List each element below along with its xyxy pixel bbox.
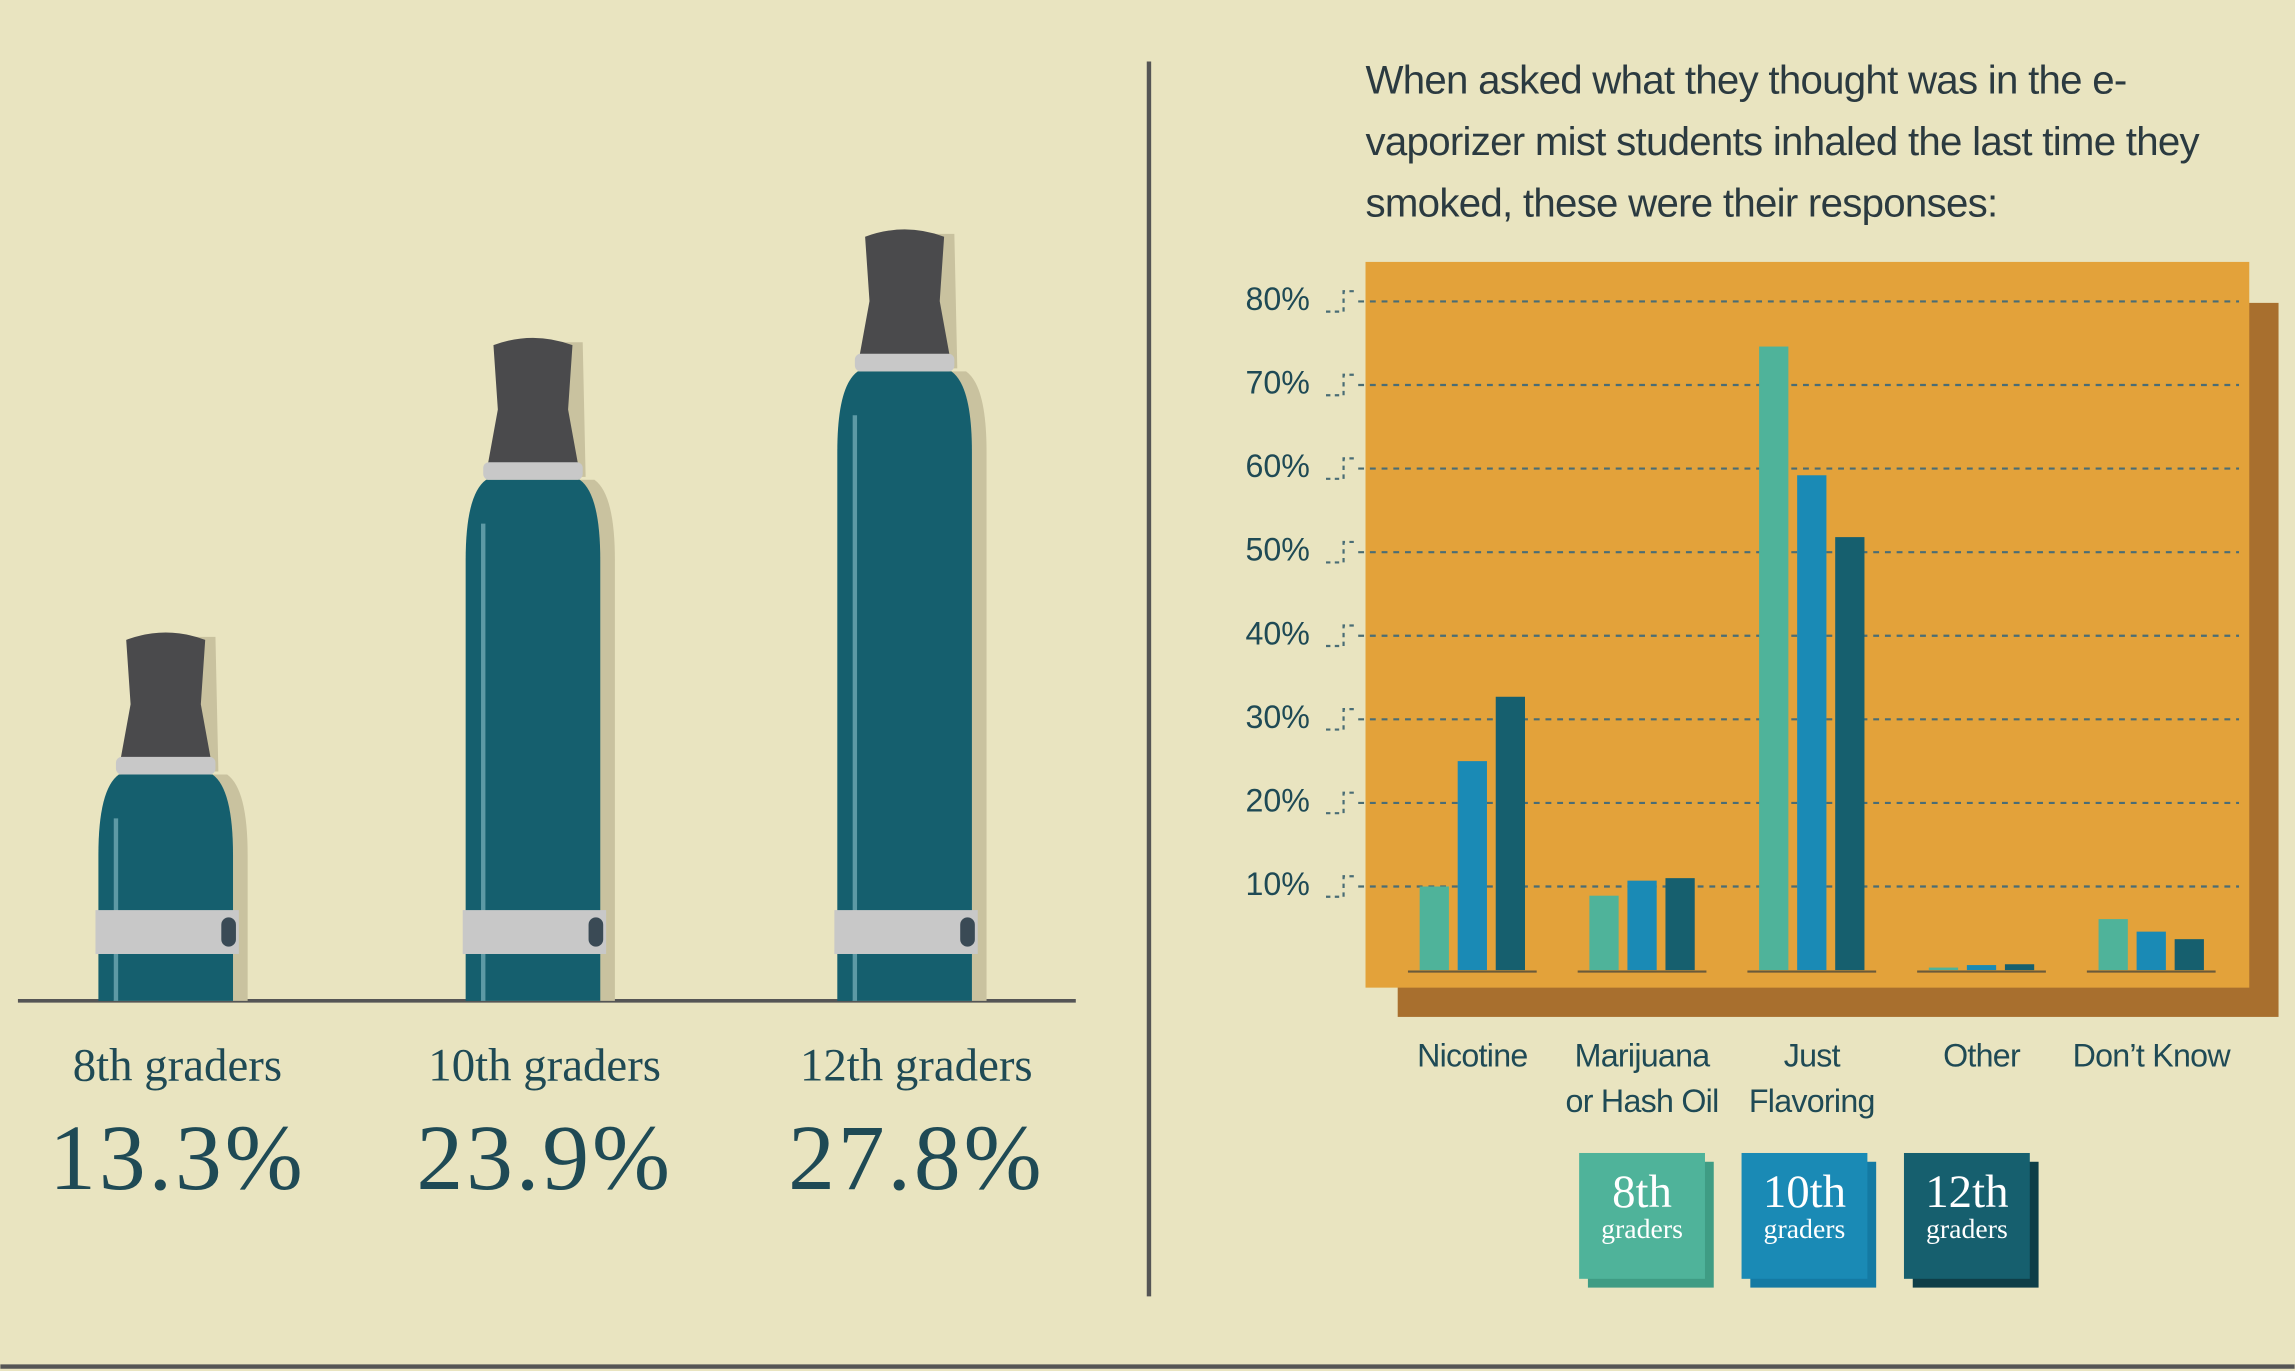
bar (1928, 967, 1959, 971)
y-tick-label: 80% (1246, 281, 1310, 317)
legend-label: 8th graders (1601, 1164, 1683, 1246)
bottle-body (465, 479, 601, 1001)
value-label: 23.9% (416, 1107, 672, 1210)
legend-label: 10th graders (1762, 1164, 1847, 1246)
category-box: Other (1943, 1037, 2021, 1074)
collar (115, 756, 216, 775)
x-tick-label: Just Flavoring (1748, 1037, 1876, 1120)
y-tick-label: 10% (1246, 866, 1310, 902)
tick-stub (1326, 457, 1356, 480)
x-tick-label: Other (1943, 1037, 2021, 1074)
category-box: Nicotine (1417, 1037, 1528, 1074)
y-tick-label: 60% (1246, 448, 1310, 484)
chart-title: When asked what they thought was in the … (1365, 57, 2200, 226)
bar (1457, 761, 1487, 971)
bar (1419, 886, 1449, 971)
button (588, 917, 604, 947)
bar (2004, 964, 2035, 971)
bar (1797, 475, 1827, 971)
tick-stub (1326, 624, 1356, 648)
bar (2136, 931, 2166, 971)
legend-swatch (1903, 1152, 2030, 1279)
legend-swatch (1579, 1152, 1705, 1279)
bottle (462, 337, 615, 1001)
category-box: Marijuana or Hash Oil (1565, 1037, 1720, 1120)
tick-stub (1326, 875, 1356, 898)
legend-box: 12th graders (1925, 1164, 2009, 1246)
bar (2098, 919, 2128, 971)
tick-stub (1326, 373, 1356, 397)
mouthpiece (857, 229, 952, 366)
bottle (834, 229, 987, 1001)
y-tick-label: 20% (1246, 782, 1310, 818)
mouthpiece (486, 337, 580, 474)
value-label: 13.3% (49, 1107, 305, 1210)
y-tick-label: 40% (1246, 615, 1310, 651)
band (834, 910, 978, 954)
button (221, 917, 236, 947)
legend-box: 10th graders (1762, 1164, 1847, 1246)
tick-stub (1326, 707, 1356, 731)
bar (1627, 880, 1657, 971)
mouthpiece (118, 632, 213, 769)
category-label: 10th graders (428, 1039, 661, 1091)
bar (1495, 696, 1526, 971)
tick-stub (1326, 540, 1356, 564)
bar (1835, 537, 1865, 971)
y-tick-label: 50% (1246, 532, 1310, 568)
bar (1966, 965, 1997, 971)
category-label: 12th graders (800, 1039, 1033, 1091)
bottle-body (98, 774, 234, 1001)
legend-swatch (1741, 1152, 1868, 1279)
bottle-body (837, 371, 972, 1001)
category-box: Don’t Know (2072, 1037, 2231, 1074)
bar (1665, 878, 1695, 971)
x-tick-label: Marijuana or Hash Oil (1565, 1037, 1720, 1120)
legend-box: 8th graders (1601, 1164, 1683, 1246)
button (960, 917, 975, 947)
collar (854, 353, 955, 372)
bar (2174, 939, 2204, 971)
y-tick-label: 70% (1246, 364, 1310, 400)
band (95, 910, 239, 954)
tick-stub (1326, 791, 1356, 815)
y-tick-label: 30% (1246, 699, 1310, 735)
bottle (95, 632, 248, 1001)
tick-stub (1326, 290, 1356, 313)
band (462, 910, 607, 954)
legend-label: 12th graders (1925, 1164, 2009, 1246)
x-tick-label: Don’t Know (2072, 1037, 2231, 1074)
x-tick-label: Nicotine (1417, 1037, 1528, 1074)
bar (1759, 346, 1789, 971)
category-label: 8th graders (73, 1039, 282, 1091)
collar (483, 462, 583, 480)
title-box: When asked what they thought was in the … (1365, 57, 2200, 226)
bar (1589, 895, 1619, 971)
category-box: Just Flavoring (1748, 1037, 1876, 1120)
value-label: 27.8% (788, 1107, 1044, 1210)
